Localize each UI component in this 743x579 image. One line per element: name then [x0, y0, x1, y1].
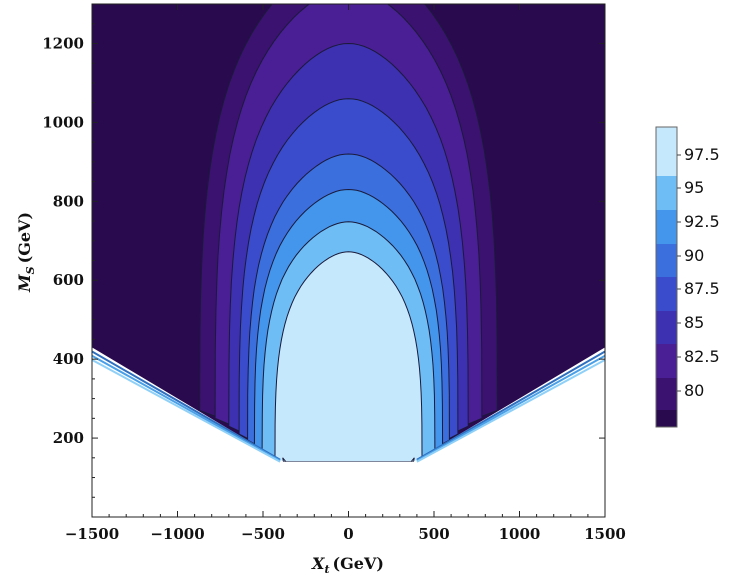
colorbar-segment — [656, 277, 677, 311]
colorbar-frame — [655, 126, 678, 428]
edge-fringe-3 — [92, 359, 605, 463]
colorbar-label: 85 — [684, 313, 704, 332]
colorbar-label: 92.5 — [684, 212, 720, 231]
colorbar-segment — [656, 344, 677, 378]
colorbar: 80 82.5 85 87.5 90 92.5 95 97.5 — [655, 126, 720, 428]
x-axis-title-unit: (GeV) — [333, 554, 384, 573]
x-axis-title-base: X — [311, 554, 325, 573]
x-axis: −1500 −1000 −500 0 500 1000 1500 — [65, 4, 626, 543]
y-tick-label: 400 — [53, 350, 84, 368]
contour-fill-8 — [274, 251, 423, 474]
colorbar-label: 95 — [684, 178, 704, 197]
colorbar-label: 87.5 — [684, 279, 720, 298]
x-tick-label: 500 — [418, 525, 449, 543]
x-tick-label: −1000 — [150, 525, 204, 543]
excluded-region — [92, 347, 605, 517]
y-axis-title-base: M — [15, 273, 34, 293]
y-axis: 200 400 600 800 1000 1200 — [42, 3, 605, 498]
y-tick-label: 800 — [53, 192, 84, 210]
colorbar-segment — [656, 127, 677, 176]
x-tick-label: 0 — [343, 525, 353, 543]
colorbar-label: 90 — [684, 246, 704, 265]
colorbar-label: 97.5 — [684, 145, 720, 164]
edge-fringe-1 — [92, 350, 605, 461]
x-tick-label: 1500 — [584, 525, 626, 543]
colorbar-label: 80 — [684, 381, 704, 400]
plot-area — [92, 4, 605, 517]
colorbar-segment — [656, 378, 677, 410]
x-tick-label: 1000 — [499, 525, 541, 543]
edge-fringe-2 — [92, 354, 605, 462]
y-axis-title-unit: (GeV) — [15, 212, 34, 263]
colorbar-segment — [656, 176, 677, 210]
x-axis-title: Xt (GeV) — [311, 554, 384, 576]
y-tick-label: 600 — [53, 271, 84, 289]
y-axis-title: MS (GeV) — [15, 212, 37, 293]
y-tick-label: 1200 — [42, 34, 84, 52]
y-axis-title-sub: S — [24, 266, 37, 274]
colorbar-segment — [656, 311, 677, 344]
y-tick-label: 1000 — [42, 113, 84, 131]
colorbar-segment — [656, 210, 677, 244]
x-tick-label: −1500 — [65, 525, 119, 543]
colorbar-segment — [656, 244, 677, 277]
colorbar-label: 82.5 — [684, 347, 720, 366]
x-tick-label: −500 — [241, 525, 285, 543]
x-axis-title-sub: t — [324, 563, 329, 576]
y-tick-label: 200 — [53, 429, 84, 447]
colorbar-segment — [656, 410, 677, 427]
